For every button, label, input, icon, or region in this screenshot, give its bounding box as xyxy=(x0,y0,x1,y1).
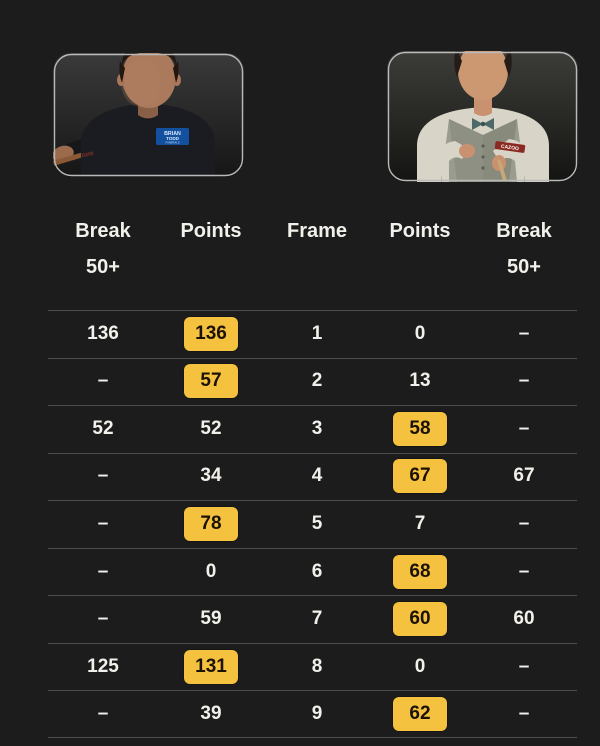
svg-text:TODD: TODD xyxy=(166,136,180,141)
svg-text:FUNERALS: FUNERALS xyxy=(165,141,179,145)
